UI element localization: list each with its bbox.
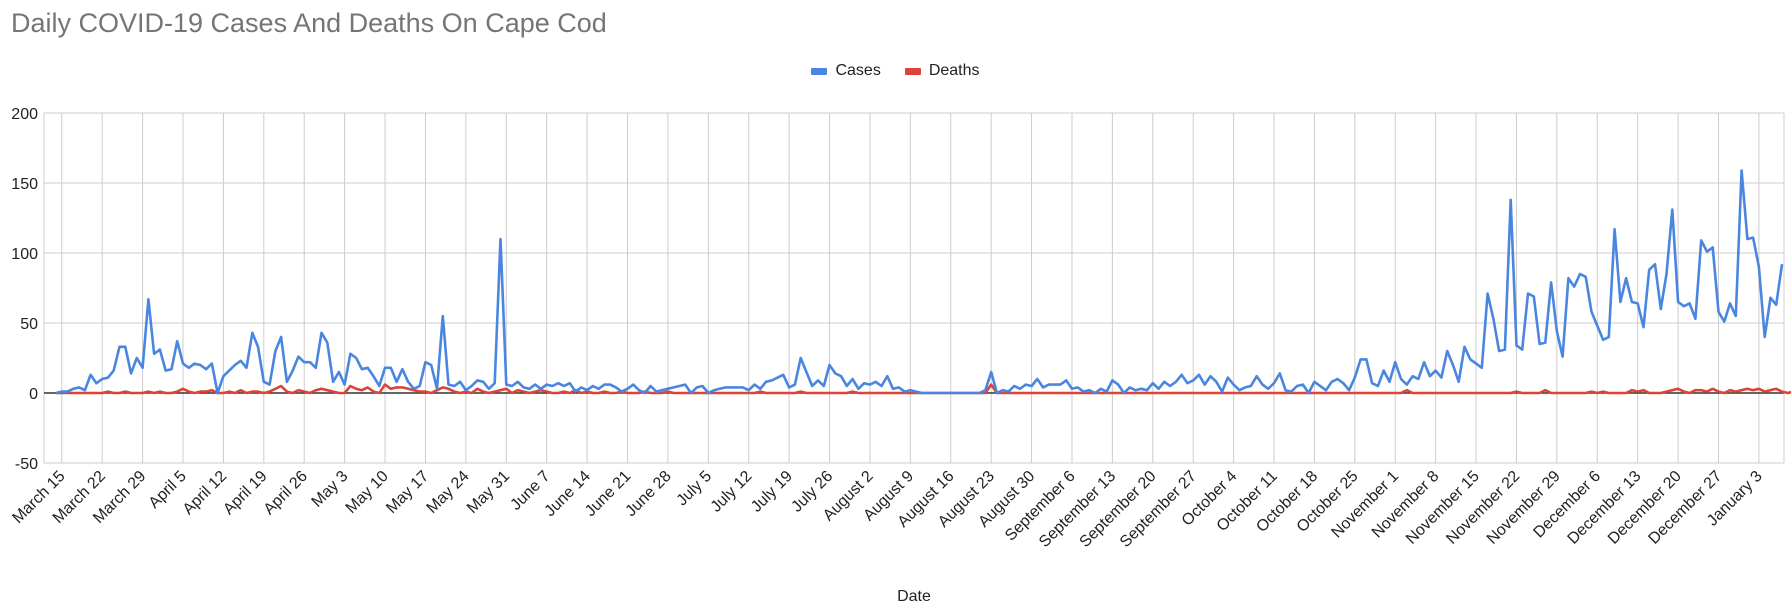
series-lines <box>55 169 1791 395</box>
x-tick-label: April 19 <box>220 468 270 518</box>
x-tick-label: May 24 <box>424 468 473 517</box>
y-axis-labels: -50 0 50 100 150 200 <box>11 106 38 473</box>
x-tick-label: April 26 <box>261 468 311 518</box>
x-tick-label: June 28 <box>622 468 674 520</box>
legend: Cases Deaths <box>0 62 1791 80</box>
x-tick-label: May 17 <box>383 468 432 517</box>
y-tick-label: 100 <box>11 246 38 263</box>
legend-item-deaths[interactable]: Deaths <box>904 62 980 80</box>
y-tick-label: 150 <box>11 176 38 193</box>
legend-item-cases[interactable]: Cases <box>811 62 881 80</box>
series-line-deaths <box>56 383 1791 395</box>
x-tick-label: May 31 <box>464 468 513 517</box>
y-tick-label: 0 <box>29 386 38 403</box>
legend-swatch-deaths <box>904 67 921 75</box>
x-tick-label: July 19 <box>748 468 796 516</box>
y-tick-label: 200 <box>11 106 38 123</box>
y-tick-label: 50 <box>20 316 38 333</box>
grid-lines <box>43 112 1785 464</box>
legend-swatch-cases <box>811 67 828 75</box>
legend-label-deaths: Deaths <box>928 62 980 79</box>
y-tick-label: -50 <box>15 456 38 473</box>
x-axis-title: Date <box>897 588 931 605</box>
chart-title: Daily COVID-19 Cases And Deaths On Cape … <box>11 8 607 38</box>
x-tick-label: April 12 <box>180 468 230 518</box>
legend-label-cases: Cases <box>835 62 881 79</box>
series-line-cases <box>55 169 1784 395</box>
x-tick-label: July 12 <box>708 468 756 516</box>
x-tick-label: May 10 <box>343 468 392 517</box>
